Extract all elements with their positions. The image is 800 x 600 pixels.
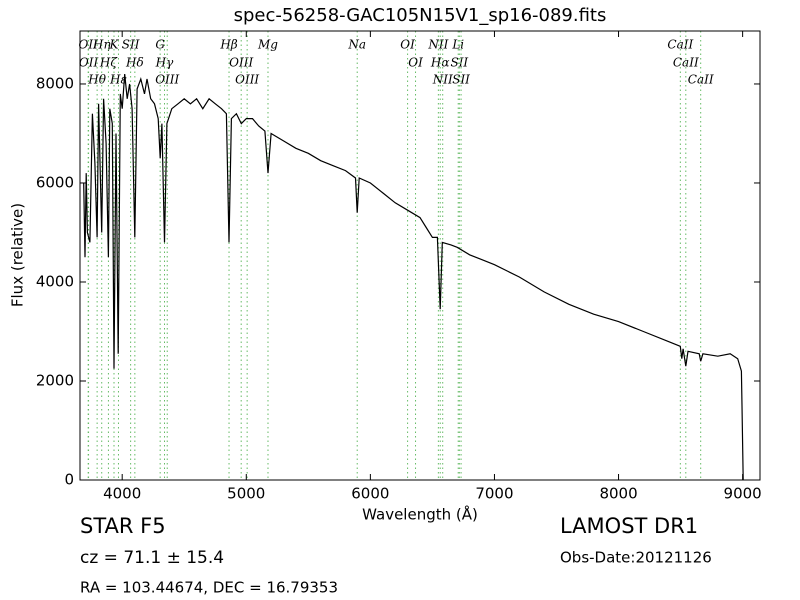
y-tick-label: 0 [64, 471, 74, 489]
x-tick-label: 8000 [599, 485, 637, 503]
chart-title: spec-56258-GAC105N15V1_sp16-089.fits [234, 5, 607, 26]
line-label: Mg [257, 38, 278, 52]
survey: LAMOST DR1 [560, 514, 698, 538]
y-tick-label: 6000 [36, 173, 74, 191]
coordinates: RA = 103.44674, DEC = 16.79353 [80, 579, 338, 597]
line-label: Li [451, 38, 464, 52]
line-label: OIII [229, 56, 253, 70]
line-label: CaII [688, 73, 714, 87]
x-tick-label: 4000 [103, 485, 141, 503]
line-label: Hε [109, 73, 127, 87]
line-label: Hγ [155, 56, 174, 70]
redshift: cz = 71.1 ± 15.4 [80, 548, 224, 568]
line-label: NII [432, 73, 453, 87]
line-label: Hζ [99, 56, 118, 70]
line-label: Hη [92, 38, 111, 52]
y-tick-label: 2000 [36, 371, 74, 389]
line-label: SII [122, 38, 140, 52]
line-label: Hδ [125, 56, 144, 70]
obs-date: Obs-Date:20121126 [560, 549, 712, 567]
y-tick-label: 8000 [36, 74, 74, 92]
line-label: OIII [235, 73, 259, 87]
line-label: K [109, 38, 120, 52]
line-label: SII [450, 56, 468, 70]
y-tick-label: 4000 [36, 272, 74, 290]
plot-frame [79, 30, 761, 481]
line-label: OI [400, 38, 415, 52]
x-tick-label: 7000 [475, 485, 513, 503]
line-label: CaII [673, 56, 699, 70]
line-label: SII [452, 73, 470, 87]
line-label: NII [427, 38, 448, 52]
line-label: Hθ [87, 73, 106, 87]
line-label: OI [408, 56, 423, 70]
object-class: STAR F5 [80, 514, 166, 538]
x-tick-label: 6000 [351, 485, 389, 503]
x-tick-label: 5000 [227, 485, 265, 503]
line-label: Na [347, 38, 366, 52]
line-label: CaII [667, 38, 693, 52]
x-axis-label: Wavelength (Å) [362, 505, 478, 524]
line-label: OII [79, 56, 99, 70]
y-axis-label: Flux (relative) [9, 203, 27, 307]
x-tick-label: 9000 [724, 485, 762, 503]
line-label: Hα [430, 56, 450, 70]
line-label: G [155, 38, 165, 52]
line-label: OIII [155, 73, 179, 87]
spectrum-line [83, 74, 744, 481]
line-label: Hβ [219, 38, 237, 52]
